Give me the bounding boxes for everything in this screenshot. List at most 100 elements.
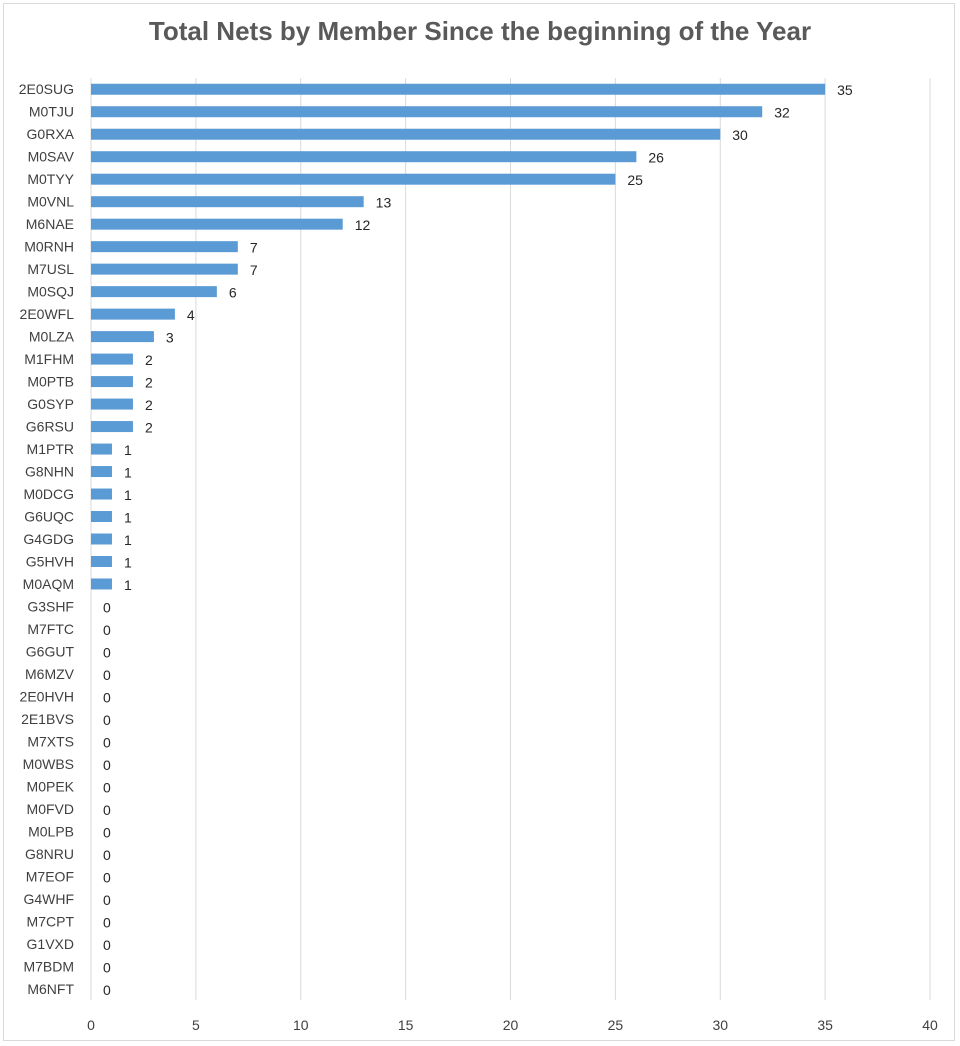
value-label: 2: [145, 397, 153, 413]
value-label: 0: [103, 734, 111, 750]
category-label: M0WBS: [23, 756, 74, 772]
category-label: M0LPB: [28, 823, 74, 839]
category-label: 2E0WFL: [20, 306, 75, 322]
category-label: M0DCG: [23, 486, 74, 502]
value-label: 7: [250, 262, 258, 278]
category-label: M7EOF: [26, 868, 74, 884]
category-label: M0AQM: [23, 576, 74, 592]
value-label: 2: [145, 420, 153, 436]
category-label: G4WHF: [23, 891, 74, 907]
category-label: M6MZV: [25, 666, 75, 682]
category-label: M0VNL: [27, 194, 74, 210]
value-label: 35: [837, 82, 853, 98]
category-label: M6NAE: [26, 216, 74, 232]
bars: [91, 83, 826, 590]
bar-M0TYY: [91, 173, 616, 185]
value-label: 0: [103, 644, 111, 660]
value-label: 1: [124, 577, 132, 593]
category-label: M1FHM: [24, 351, 74, 367]
x-tick-label: 0: [87, 1017, 95, 1033]
value-label: 25: [627, 172, 643, 188]
bar-G0SYP: [91, 398, 133, 410]
category-label: M7CPT: [27, 913, 75, 929]
bar-M0SAV: [91, 151, 637, 163]
bar-2E0SUG: [91, 83, 826, 95]
category-label: M7BDM: [23, 958, 74, 974]
category-label: M0PEK: [27, 778, 75, 794]
category-label: 2E1BVS: [21, 711, 74, 727]
x-tick-label: 35: [817, 1017, 833, 1033]
value-label: 32: [774, 105, 790, 121]
value-label: 0: [103, 599, 111, 615]
category-label: G3SHF: [27, 598, 74, 614]
value-label: 0: [103, 959, 111, 975]
category-label: M0SAV: [28, 149, 75, 165]
value-label: 6: [229, 285, 237, 301]
category-label: M7USL: [27, 261, 74, 277]
bar-M0TJU: [91, 106, 763, 118]
value-label: 1: [124, 465, 132, 481]
category-label: M0FVD: [27, 801, 74, 817]
bar-M0RNH: [91, 241, 238, 253]
value-label: 0: [103, 914, 111, 930]
value-label: 0: [103, 689, 111, 705]
value-label: 1: [124, 442, 132, 458]
category-label: M0TJU: [29, 104, 74, 120]
category-label: G0SYP: [27, 396, 74, 412]
value-label: 0: [103, 869, 111, 885]
bar-M0AQM: [91, 578, 112, 590]
x-tick-label: 40: [922, 1017, 938, 1033]
value-label: 2: [145, 375, 153, 391]
value-label: 0: [103, 847, 111, 863]
x-tick-label: 30: [712, 1017, 728, 1033]
category-label: M1PTR: [27, 441, 74, 457]
value-label: 0: [103, 779, 111, 795]
value-label: 3: [166, 330, 174, 346]
bar-M7USL: [91, 263, 238, 275]
category-label: 2E0HVH: [20, 688, 74, 704]
category-label: G6UQC: [24, 509, 74, 525]
value-label: 1: [124, 510, 132, 526]
bar-G8NHN: [91, 466, 112, 478]
bar-G4GDG: [91, 533, 112, 545]
bar-M0LZA: [91, 331, 154, 343]
value-label: 1: [124, 487, 132, 503]
category-label: G6RSU: [26, 419, 74, 435]
category-label: G8NRU: [25, 846, 74, 862]
value-label: 1: [124, 532, 132, 548]
bar-M6NAE: [91, 218, 343, 230]
category-label: G5HVH: [26, 553, 74, 569]
x-tick-label: 10: [293, 1017, 309, 1033]
value-label: 0: [103, 667, 111, 683]
category-label: M0LZA: [29, 329, 75, 345]
bar-M1FHM: [91, 353, 133, 365]
category-label: M0SQJ: [27, 284, 74, 300]
category-label: 2E0SUG: [19, 81, 74, 97]
value-label: 0: [103, 824, 111, 840]
value-label: 12: [355, 217, 371, 233]
bar-G6UQC: [91, 511, 112, 523]
category-label: M0RNH: [24, 239, 74, 255]
category-label: G4GDG: [23, 531, 74, 547]
category-label: M7FTC: [27, 621, 74, 637]
bar-M0DCG: [91, 488, 112, 500]
category-label: G8NHN: [25, 464, 74, 480]
bar-G0RXA: [91, 128, 721, 140]
x-tick-label: 25: [608, 1017, 624, 1033]
chart-title: Total Nets by Member Since the beginning…: [148, 16, 812, 46]
value-label: 1: [124, 554, 132, 570]
value-label: 4: [187, 307, 195, 323]
x-tick-label: 5: [192, 1017, 200, 1033]
bar-M0PTB: [91, 376, 133, 388]
value-label: 2: [145, 352, 153, 368]
x-tick-label: 20: [503, 1017, 519, 1033]
category-label: G0RXA: [27, 126, 75, 142]
category-label: M7XTS: [27, 733, 74, 749]
category-label: M0PTB: [27, 374, 74, 390]
category-label: M6NFT: [27, 981, 74, 997]
gridlines: [90, 78, 931, 1000]
category-label: M0TYY: [27, 171, 74, 187]
bar-G6RSU: [91, 421, 133, 433]
